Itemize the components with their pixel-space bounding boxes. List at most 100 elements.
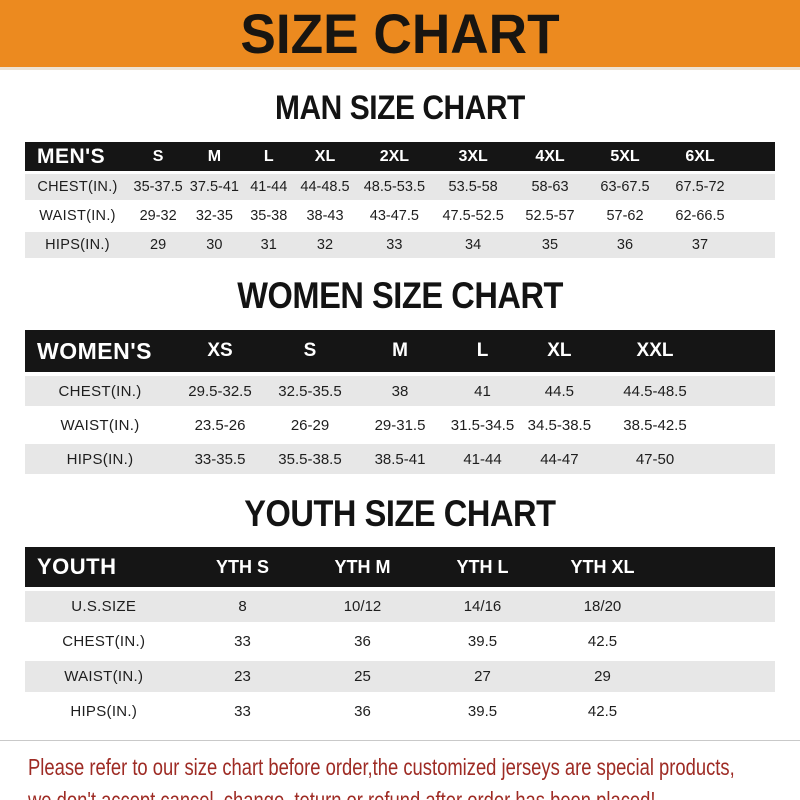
- size-column-header: XL: [295, 142, 355, 171]
- measurement-row: WAIST(IN.) 23 25 27 29: [25, 661, 775, 692]
- size-value-cell: 42.5: [587, 633, 618, 650]
- size-value-cell: 63-67.5: [600, 179, 650, 195]
- size-value-cell: 18/20: [583, 598, 622, 615]
- size-value-cell: 29-31.5: [374, 416, 426, 434]
- size-value-cell: 23: [234, 668, 251, 685]
- size-value-cell: 39.5: [467, 703, 498, 720]
- table-title-cell: WOMEN'S: [25, 330, 175, 372]
- table-title-cell: MEN'S: [25, 142, 130, 171]
- size-value-cell: 31: [260, 237, 277, 253]
- row-filler-cell: [663, 591, 776, 622]
- size-value-cell: 30: [206, 237, 223, 253]
- row-label: WAIST(IN.): [64, 668, 144, 685]
- size-value-cell: 67.5-72: [675, 179, 725, 195]
- youth-size-table-wrap: YOUTH YTH S YTH M YTH L YTH XL U.S.SIZE 8 10/12…: [25, 543, 775, 731]
- disclaimer: Please refer to our size chart before or…: [0, 740, 800, 800]
- row-label: HIPS(IN.): [66, 450, 134, 468]
- measurement-row: HIPS(IN.) 33-35.5 35.5-38.5 38.5-41 41-44 44-…: [25, 444, 775, 474]
- size-value-cell: 29.5-32.5: [188, 382, 252, 400]
- size-column-header: M: [186, 142, 243, 171]
- size-value-cell: 36: [354, 703, 371, 720]
- header-filler-cell: [711, 330, 775, 372]
- size-column-header: L: [445, 330, 520, 372]
- size-value-cell: 33: [234, 703, 251, 720]
- size-value-cell: 26-29: [290, 416, 330, 434]
- size-column-header: YTH M: [302, 547, 423, 587]
- table-title-cell: YOUTH: [25, 547, 183, 587]
- size-value-cell: 44-48.5: [300, 179, 350, 195]
- size-value-cell: 53.5-58: [448, 179, 498, 195]
- size-value-cell: 47-50: [635, 450, 675, 468]
- size-table-header-row: WOMEN'S XS S M L XL XXL: [25, 330, 775, 372]
- size-value-cell: 43-47.5: [369, 208, 419, 224]
- size-column-header: XL: [520, 330, 599, 372]
- header-filler-cell: [662, 547, 775, 587]
- size-value-cell: 39.5: [467, 633, 498, 650]
- size-column-header: 5XL: [587, 142, 663, 171]
- size-value-cell: 29: [594, 668, 611, 685]
- row-filler-cell: [738, 203, 776, 229]
- women-size-table: WOMEN'S XS S M L XL XXL CHEST(IN.) 29.5-32.5 32.5…: [25, 326, 775, 478]
- size-value-cell: 8: [238, 598, 247, 615]
- row-filler-cell: [663, 696, 776, 727]
- size-value-cell: 48.5-53.5: [363, 179, 426, 195]
- measurement-row: HIPS(IN.) 33 36 39.5 42.5: [25, 696, 775, 727]
- size-value-cell: 62-66.5: [675, 208, 725, 224]
- row-filler-cell: [711, 410, 775, 440]
- measurement-row: WAIST(IN.) 29-32 32-35 35-38 38-43 43-47.5 47.…: [25, 203, 775, 229]
- row-filler-cell: [663, 626, 776, 657]
- size-value-cell: 32: [316, 237, 334, 253]
- size-value-cell: 52.5-57: [525, 208, 575, 224]
- size-value-cell: 41: [474, 382, 491, 400]
- measurement-row: U.S.SIZE 8 10/12 14/16 18/20: [25, 591, 775, 622]
- row-label: WAIST(IN.): [60, 416, 140, 434]
- banner-title: SIZE CHART: [240, 1, 560, 65]
- size-column-header: 3XL: [433, 142, 513, 171]
- row-filler-cell: [663, 661, 776, 692]
- row-label: HIPS(IN.): [70, 703, 138, 720]
- size-column-header: 6XL: [662, 142, 738, 171]
- size-value-cell: 37: [691, 237, 709, 253]
- size-column-header: 4XL: [512, 142, 588, 171]
- size-value-cell: 38-43: [306, 208, 344, 224]
- size-value-cell: 38.5-41: [374, 450, 426, 468]
- size-value-cell: 35-38: [250, 208, 288, 224]
- women-size-table-wrap: WOMEN'S XS S M L XL XXL CHEST(IN.) 29.5-32.5 32.5…: [25, 326, 775, 478]
- youth-size-section: YOUTH SIZE CHART YOUTH YTH S YTH M YTH L YTH…: [0, 493, 800, 731]
- size-value-cell: 44.5: [544, 382, 574, 400]
- size-value-cell: 34: [465, 237, 482, 253]
- disclaimer-line-1: Please refer to our size chart before or…: [28, 754, 735, 780]
- measurement-row: CHEST(IN.) 33 36 39.5 42.5: [25, 626, 775, 657]
- size-value-cell: 23.5-26: [194, 416, 246, 434]
- row-label: CHEST(IN.): [62, 633, 146, 650]
- size-value-cell: 41-44: [463, 450, 502, 468]
- size-value-cell: 41-44: [250, 179, 288, 195]
- size-column-header: YTH XL: [542, 547, 663, 587]
- row-label: U.S.SIZE: [71, 598, 137, 615]
- row-label: WAIST(IN.): [39, 208, 116, 224]
- size-value-cell: 38: [391, 382, 409, 400]
- row-filler-cell: [738, 232, 776, 258]
- size-value-cell: 33: [234, 633, 251, 650]
- size-value-cell: 29-32: [139, 208, 177, 224]
- header-filler-cell: [737, 142, 775, 171]
- man-size-chart-title: MAN SIZE CHART: [275, 89, 525, 127]
- size-value-cell: 57-62: [606, 208, 644, 224]
- men-size-table: MEN'S S M L XL 2XL 3XL 4XL 5XL 6XL CHEST(IN.) 35-37…: [25, 139, 775, 261]
- size-value-cell: 44.5-48.5: [623, 382, 687, 400]
- disclaimer-line-2: we don't accept cancel, change, teturn o…: [28, 787, 656, 800]
- size-column-header: S: [130, 142, 187, 171]
- size-column-header: M: [355, 330, 445, 372]
- size-value-cell: 35-37.5: [133, 179, 183, 195]
- size-value-cell: 33: [386, 237, 403, 253]
- size-value-cell: 29: [150, 237, 167, 253]
- youth-size-table: YOUTH YTH S YTH M YTH L YTH XL U.S.SIZE 8 10/12…: [25, 543, 775, 731]
- size-table-header-row: YOUTH YTH S YTH M YTH L YTH XL: [25, 547, 775, 587]
- size-value-cell: 34.5-38.5: [527, 416, 592, 434]
- measurement-row: CHEST(IN.) 29.5-32.5 32.5-35.5 38 41 44.5 44.5…: [25, 376, 775, 406]
- youth-size-chart-title: YOUTH SIZE CHART: [244, 493, 556, 534]
- size-value-cell: 10/12: [343, 598, 382, 615]
- size-column-header: S: [265, 330, 355, 372]
- size-chart-banner: SIZE CHART: [0, 0, 800, 70]
- size-value-cell: 38.5-42.5: [623, 416, 687, 434]
